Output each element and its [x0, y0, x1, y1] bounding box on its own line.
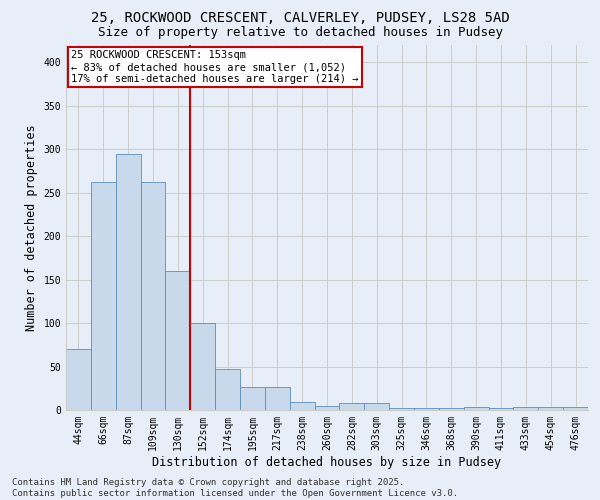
X-axis label: Distribution of detached houses by size in Pudsey: Distribution of detached houses by size … [152, 456, 502, 468]
Bar [514, 408, 538, 410]
Bar [364, 403, 389, 410]
Bar [439, 408, 464, 410]
Bar [240, 386, 265, 410]
Bar [166, 271, 190, 410]
Bar [414, 408, 439, 410]
Bar [340, 403, 364, 410]
Y-axis label: Number of detached properties: Number of detached properties [25, 124, 38, 331]
Text: 25 ROCKWOOD CRESCENT: 153sqm
← 83% of detached houses are smaller (1,052)
17% of: 25 ROCKWOOD CRESCENT: 153sqm ← 83% of de… [71, 50, 359, 84]
Text: Contains HM Land Registry data © Crown copyright and database right 2025.
Contai: Contains HM Land Registry data © Crown c… [12, 478, 458, 498]
Bar [91, 182, 116, 410]
Bar [140, 182, 166, 410]
Text: 25, ROCKWOOD CRESCENT, CALVERLEY, PUDSEY, LS28 5AD: 25, ROCKWOOD CRESCENT, CALVERLEY, PUDSEY… [91, 12, 509, 26]
Text: Size of property relative to detached houses in Pudsey: Size of property relative to detached ho… [97, 26, 503, 39]
Bar [290, 402, 314, 410]
Bar [538, 408, 563, 410]
Bar [464, 408, 488, 410]
Bar [66, 349, 91, 410]
Bar [563, 408, 588, 410]
Bar [190, 323, 215, 410]
Bar [389, 408, 414, 410]
Bar [314, 406, 340, 410]
Bar [265, 386, 290, 410]
Bar [116, 154, 140, 410]
Bar [215, 369, 240, 410]
Bar [488, 408, 514, 410]
